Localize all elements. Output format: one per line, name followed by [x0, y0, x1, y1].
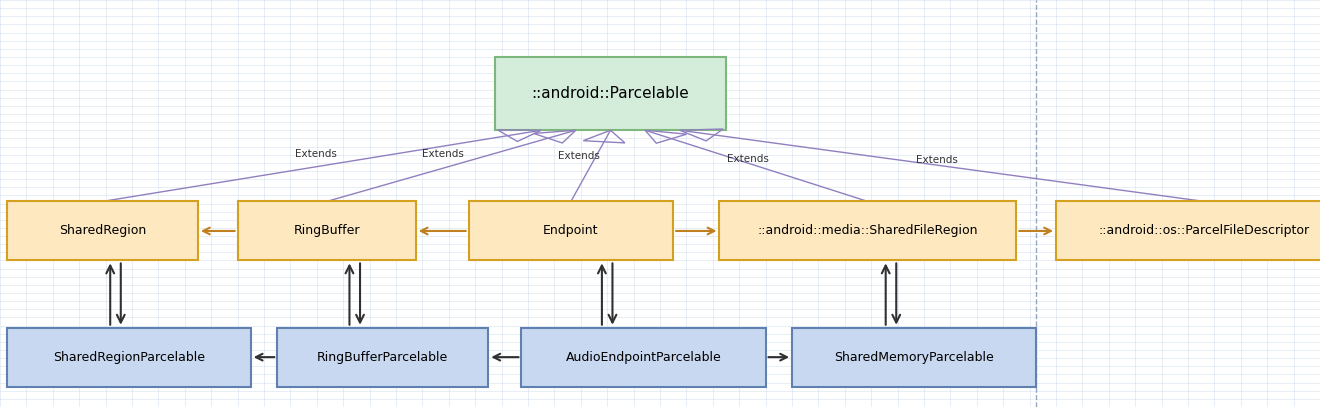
FancyBboxPatch shape	[522, 328, 765, 387]
Text: Extends: Extends	[728, 154, 769, 164]
Text: ::android::os::ParcelFileDescriptor: ::android::os::ParcelFileDescriptor	[1099, 225, 1310, 237]
FancyBboxPatch shape	[1056, 201, 1335, 260]
Text: Extends: Extends	[558, 151, 599, 161]
Text: ::android::Parcelable: ::android::Parcelable	[531, 86, 689, 101]
Text: Endpoint: Endpoint	[543, 225, 598, 237]
FancyBboxPatch shape	[7, 328, 251, 387]
Text: Extends: Extends	[295, 149, 338, 159]
FancyBboxPatch shape	[7, 201, 198, 260]
FancyBboxPatch shape	[792, 328, 1036, 387]
Text: RingBufferParcelable: RingBufferParcelable	[318, 351, 449, 363]
Text: ::android::media::SharedFileRegion: ::android::media::SharedFileRegion	[758, 225, 979, 237]
FancyBboxPatch shape	[720, 201, 1016, 260]
Text: SharedRegionParcelable: SharedRegionParcelable	[52, 351, 204, 363]
FancyBboxPatch shape	[469, 201, 673, 260]
FancyBboxPatch shape	[238, 201, 415, 260]
Text: SharedRegion: SharedRegion	[59, 225, 146, 237]
FancyBboxPatch shape	[495, 57, 726, 130]
Text: SharedMemoryParcelable: SharedMemoryParcelable	[834, 351, 995, 363]
Text: AudioEndpointParcelable: AudioEndpointParcelable	[566, 351, 721, 363]
Text: Extends: Extends	[916, 155, 959, 165]
FancyBboxPatch shape	[278, 328, 489, 387]
Text: Extends: Extends	[422, 149, 465, 159]
Text: RingBuffer: RingBuffer	[294, 225, 360, 237]
